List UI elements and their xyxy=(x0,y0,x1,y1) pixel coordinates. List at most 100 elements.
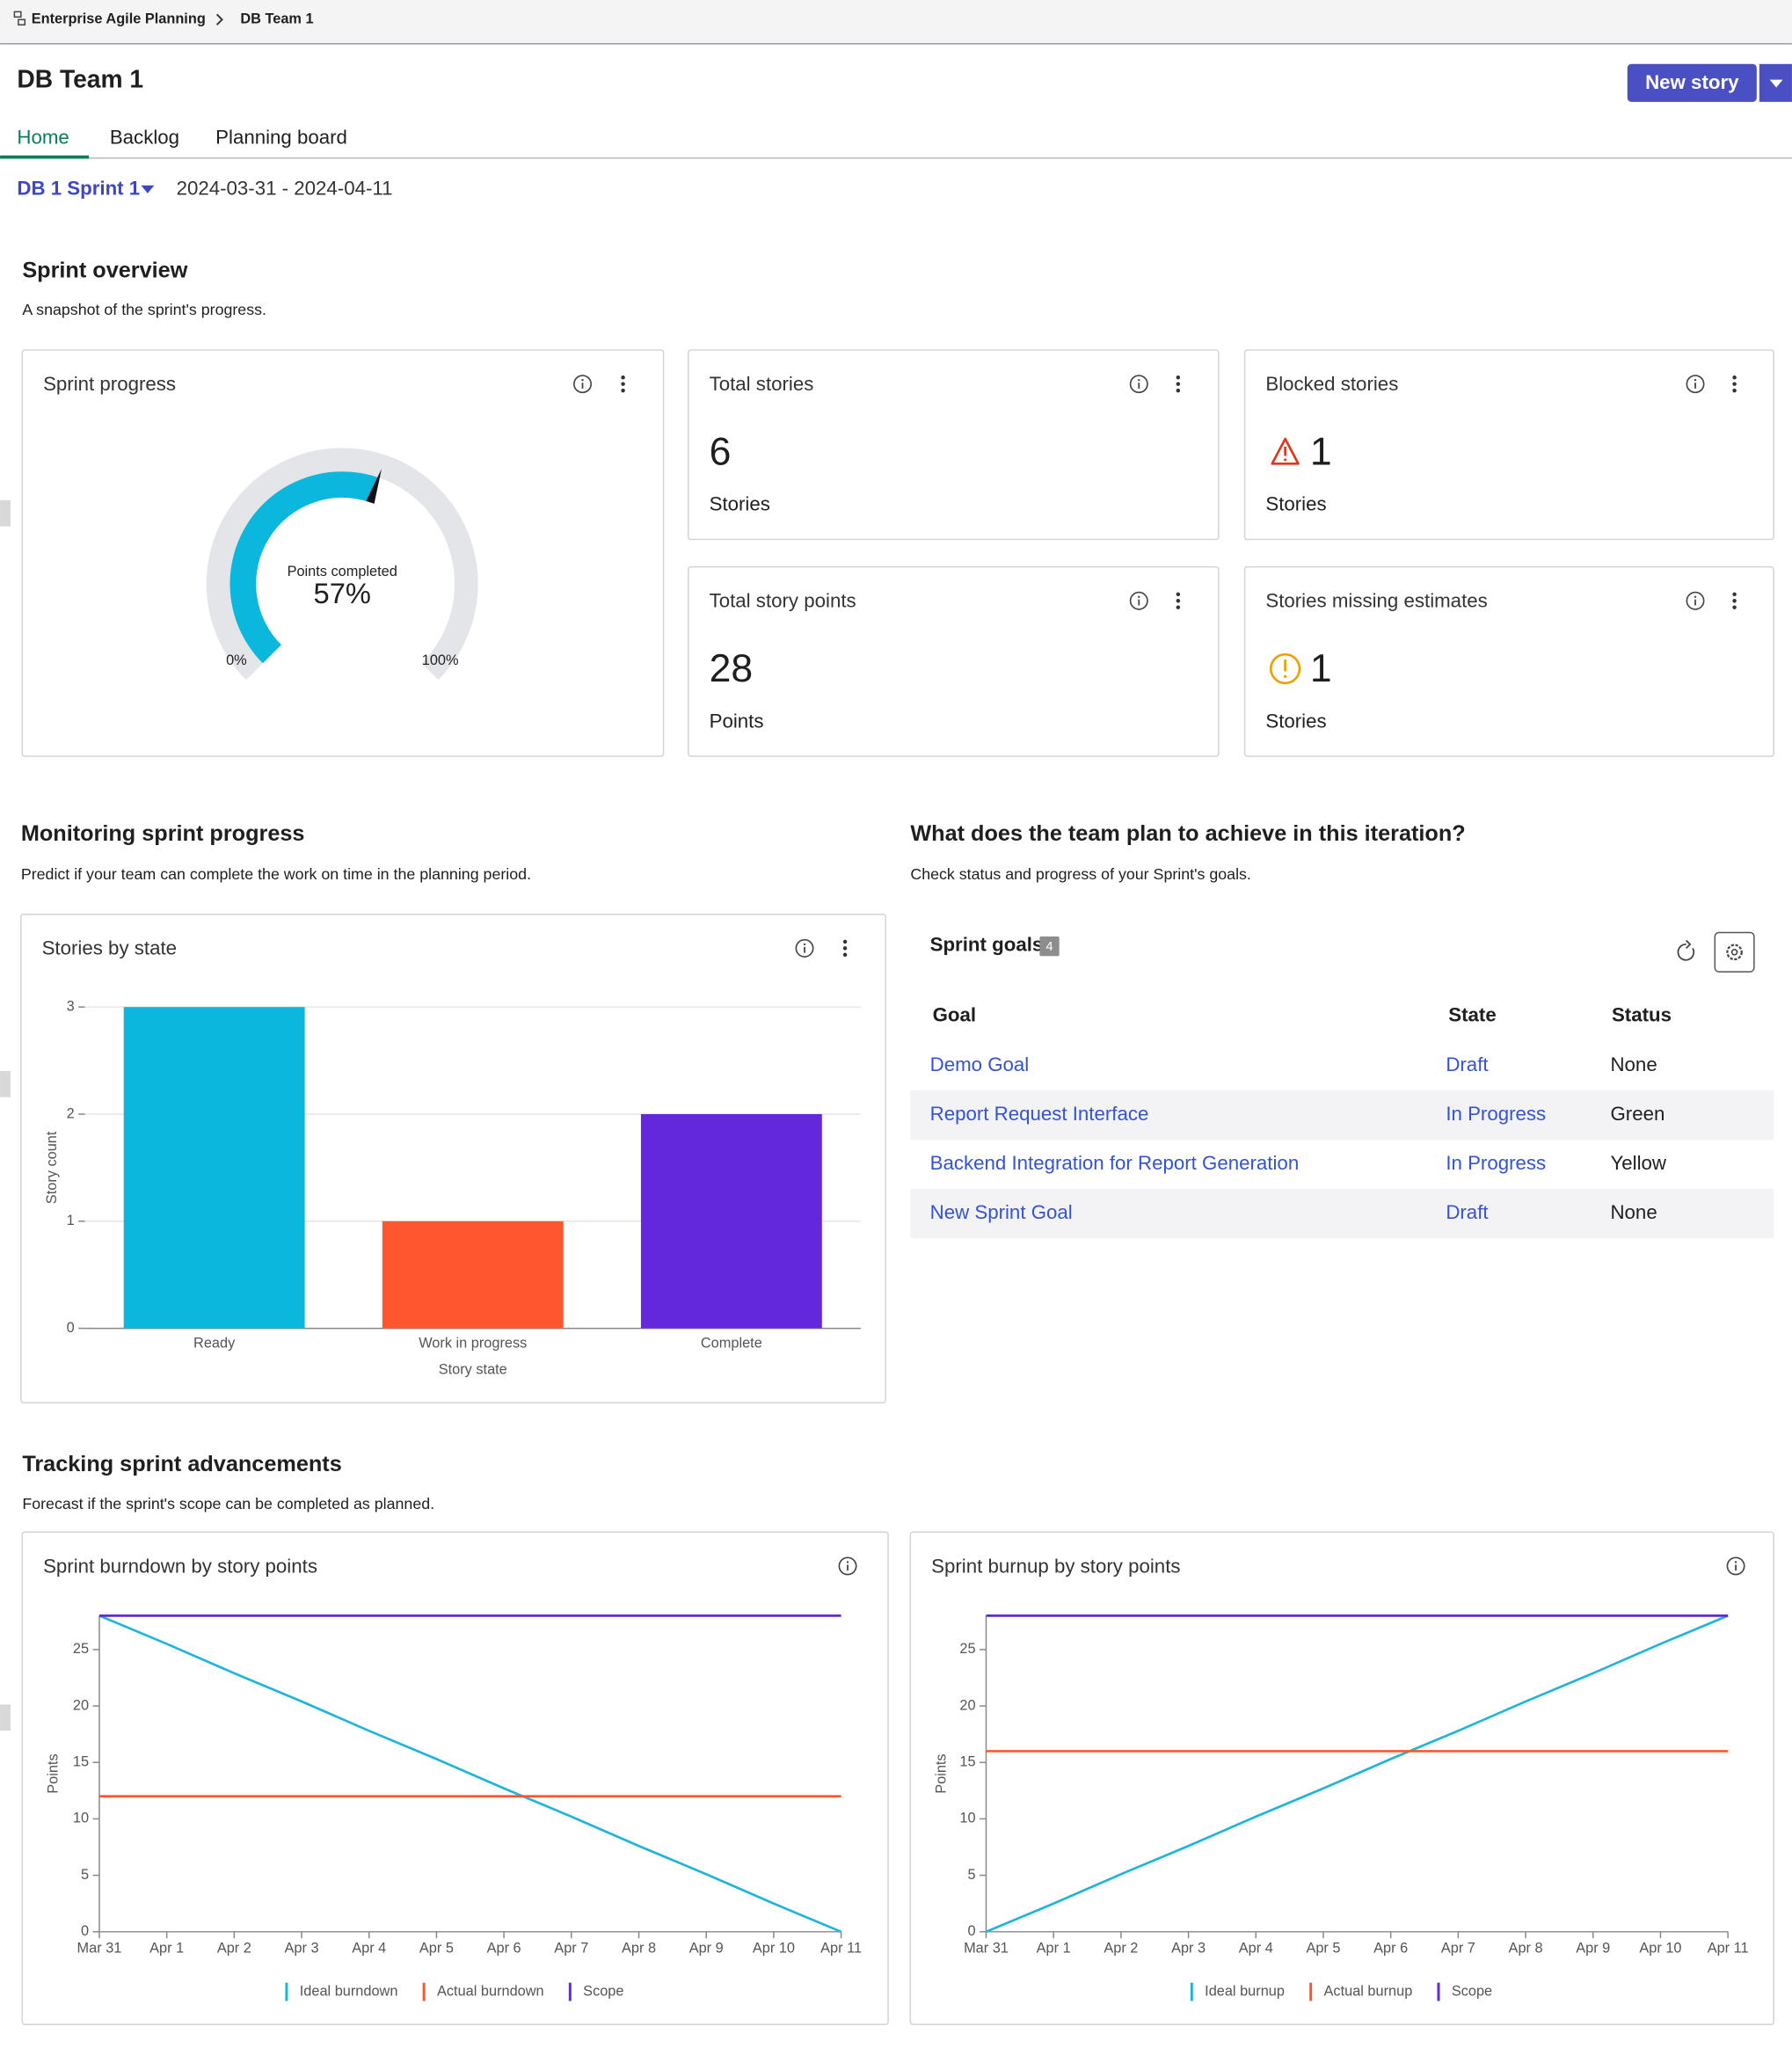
info-icon[interactable] xyxy=(795,938,814,958)
section-title: Tracking sprint advancements xyxy=(22,1452,341,1476)
info-icon[interactable] xyxy=(838,1556,857,1576)
card-value: 1 xyxy=(1310,647,1332,690)
info-icon[interactable] xyxy=(1686,375,1705,394)
x-tick-label: Apr 5 xyxy=(1306,1940,1340,1956)
info-icon-dot xyxy=(581,379,584,382)
table-header: Status xyxy=(1612,1003,1672,1025)
new-story-label[interactable]: New story xyxy=(1645,71,1739,93)
gauge-label: Points completed xyxy=(288,564,397,579)
card xyxy=(909,1531,1774,2026)
menu-icon[interactable] xyxy=(1176,592,1181,597)
legend-label: Ideal burnup xyxy=(1205,1983,1285,1999)
goal-link[interactable]: Demo Goal xyxy=(930,1053,1030,1075)
settings-button[interactable] xyxy=(1714,931,1755,973)
menu-icon[interactable] xyxy=(1732,382,1737,386)
x-tick-label: Apr 4 xyxy=(352,1940,386,1956)
card-title: Total stories xyxy=(710,373,814,395)
settings-icon xyxy=(1726,944,1743,961)
goal-link[interactable]: Report Request Interface xyxy=(930,1103,1149,1125)
card xyxy=(21,349,665,757)
info-icon[interactable] xyxy=(1129,375,1148,394)
goal-state-link[interactable]: In Progress xyxy=(1446,1152,1546,1174)
section-subtitle: Forecast if the sprint's scope can be co… xyxy=(22,1495,434,1512)
menu-icon[interactable] xyxy=(842,939,848,944)
x-tick-label: Apr 9 xyxy=(1576,1940,1610,1956)
menu-icon[interactable] xyxy=(842,946,848,951)
x-tick-label: Apr 8 xyxy=(622,1940,656,1956)
page-title: DB Team 1 xyxy=(17,65,143,93)
y-tick-label: 2 xyxy=(67,1105,75,1121)
info-icon[interactable] xyxy=(1686,591,1705,610)
legend-label: Actual burndown xyxy=(437,1983,544,1999)
section-subtitle: A snapshot of the sprint's progress. xyxy=(22,301,266,318)
menu-icon[interactable] xyxy=(621,382,625,386)
card-unit: Stories xyxy=(1265,493,1326,515)
x-tick-label: Ready xyxy=(193,1336,236,1352)
goal-state-link[interactable]: Draft xyxy=(1446,1053,1489,1075)
menu-icon[interactable] xyxy=(842,952,848,958)
info-icon-dot xyxy=(803,943,806,946)
edge-marker xyxy=(0,499,11,527)
tab[interactable]: Planning board xyxy=(215,126,347,148)
menu-icon[interactable] xyxy=(1732,388,1737,393)
y-tick-label: 20 xyxy=(73,1697,89,1713)
sprint-dates: 2024-03-31 - 2024-04-11 xyxy=(177,177,393,199)
info-icon-dot xyxy=(1138,379,1140,382)
menu-icon[interactable] xyxy=(1176,605,1181,609)
chart-title: Sprint burndown by story points xyxy=(43,1555,317,1577)
menu-icon[interactable] xyxy=(1732,605,1737,609)
section-subtitle: Check status and progress of your Sprint… xyxy=(910,865,1251,883)
y-axis-label: Points xyxy=(933,1753,949,1793)
goal-status: None xyxy=(1610,1053,1657,1075)
menu-icon[interactable] xyxy=(1176,388,1181,393)
menu-icon[interactable] xyxy=(621,388,625,393)
section-subtitle: Predict if your team can complete the wo… xyxy=(21,865,531,883)
x-tick-label: Apr 11 xyxy=(820,1940,862,1956)
goal-link[interactable]: New Sprint Goal xyxy=(930,1201,1073,1223)
section-title: Sprint overview xyxy=(22,259,187,283)
menu-icon[interactable] xyxy=(1176,382,1181,386)
sprint-selector[interactable]: DB 1 Sprint 1 xyxy=(17,177,140,199)
goal-link[interactable]: Backend Integration for Report Generatio… xyxy=(930,1152,1300,1174)
new-story-button[interactable] xyxy=(1627,63,1757,102)
tab[interactable]: Home xyxy=(17,126,69,148)
refresh-icon[interactable] xyxy=(1677,939,1695,961)
menu-icon[interactable] xyxy=(1732,592,1737,597)
x-tick-label: Apr 9 xyxy=(689,1940,724,1956)
y-tick-label: 0 xyxy=(968,1923,976,1939)
gauge-track xyxy=(206,448,478,681)
gauge-value: 57% xyxy=(314,577,371,609)
info-icon[interactable] xyxy=(1129,591,1148,610)
dropdown-arrow xyxy=(1769,79,1783,88)
info-icon[interactable] xyxy=(1726,1556,1745,1576)
goal-state-link[interactable]: In Progress xyxy=(1446,1103,1546,1125)
breadcrumb-current: DB Team 1 xyxy=(240,11,313,27)
info-icon[interactable] xyxy=(573,375,592,394)
y-tick-label: 1 xyxy=(67,1213,75,1228)
info-icon-dot xyxy=(1694,379,1697,382)
menu-icon[interactable] xyxy=(621,375,625,380)
menu-icon[interactable] xyxy=(1176,599,1181,603)
info-icon-dot xyxy=(1694,595,1697,598)
chart-title: Stories by state xyxy=(42,937,177,959)
goal-state-link[interactable]: Draft xyxy=(1446,1201,1489,1223)
warning-dot xyxy=(1284,458,1287,462)
settings-icon-center xyxy=(1730,949,1738,956)
card-unit: Points xyxy=(710,710,764,732)
x-tick-label: Apr 2 xyxy=(1104,1940,1138,1956)
tab[interactable]: Backlog xyxy=(110,126,179,148)
x-tick-label: Mar 31 xyxy=(77,1940,122,1956)
menu-icon[interactable] xyxy=(1176,375,1181,380)
breadcrumb-link[interactable]: Enterprise Agile Planning xyxy=(32,11,206,27)
y-tick-label: 25 xyxy=(959,1641,975,1657)
y-axis-label: Story count xyxy=(44,1131,60,1204)
x-tick-label: Mar 31 xyxy=(964,1940,1009,1956)
table-header: State xyxy=(1448,1003,1496,1025)
menu-icon[interactable] xyxy=(1732,375,1737,380)
menu-icon[interactable] xyxy=(1732,599,1737,603)
edge-marker xyxy=(0,1070,11,1097)
sprint-dropdown-arrow xyxy=(141,185,155,193)
y-tick-label: 15 xyxy=(73,1754,89,1770)
x-tick-label: Apr 8 xyxy=(1509,1940,1543,1956)
